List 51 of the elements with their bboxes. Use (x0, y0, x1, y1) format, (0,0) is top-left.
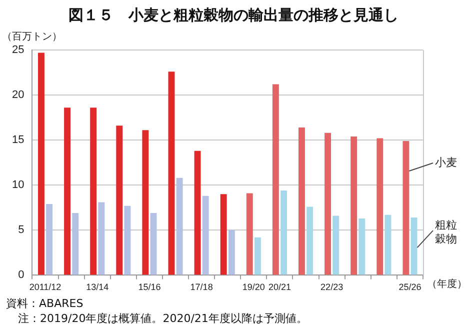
text: 小麦 (435, 156, 457, 169)
bar (72, 213, 79, 275)
bar (194, 150, 201, 275)
series-label: 粗粒穀物 (435, 218, 457, 246)
bar (38, 52, 44, 275)
x-tick-label: 20/21 (268, 282, 291, 292)
bar (272, 84, 279, 275)
bar (254, 237, 261, 275)
bar (350, 136, 358, 275)
bar (46, 204, 53, 275)
bar (220, 194, 227, 275)
x-tick-label: 2011/12 (29, 282, 62, 292)
bar (202, 196, 209, 275)
y-tick-label: 5 (18, 224, 24, 236)
bar (324, 132, 332, 275)
bar (90, 108, 97, 275)
bar (142, 130, 149, 275)
chart-title: 図１５ 小麦と粗粒穀物の輸出量の推移と見通し (68, 6, 400, 26)
bar (116, 126, 123, 275)
bar (298, 127, 305, 275)
bar (402, 140, 410, 275)
bar (64, 108, 71, 275)
y-axis-title: （百万トン） (2, 32, 62, 43)
bar (98, 202, 105, 275)
bar (410, 218, 418, 275)
bar (306, 206, 314, 275)
bar (358, 218, 366, 275)
x-tick-label: 22/23 (320, 282, 344, 292)
bar (280, 190, 287, 275)
bar (176, 178, 183, 275)
y-tick-label: 0 (18, 269, 24, 282)
y-tick-label: 10 (12, 179, 24, 192)
bar (246, 193, 253, 275)
x-tick-label: 17/18 (190, 282, 213, 292)
text: 資料：ABARES (6, 296, 84, 311)
bar (150, 213, 157, 275)
bar (376, 138, 384, 275)
y-tick-label: 20 (12, 89, 24, 102)
bar (384, 214, 392, 275)
x-tick-label: 25/26 (398, 282, 422, 292)
bar (124, 206, 131, 275)
bar (228, 230, 235, 275)
y-tick-label: 15 (12, 134, 24, 146)
bar (168, 72, 175, 275)
bar (332, 216, 340, 275)
x-tick-label: 15/16 (138, 282, 161, 292)
x-tick-label: 19/20 (242, 282, 265, 292)
x-axis-title: （年度） (427, 278, 467, 290)
text: 注：2019/20年度は概算値。2020/21年度以降は予測値。 (17, 311, 308, 326)
x-tick-label: 13/14 (86, 282, 109, 292)
y-tick-label: 25 (12, 44, 24, 56)
